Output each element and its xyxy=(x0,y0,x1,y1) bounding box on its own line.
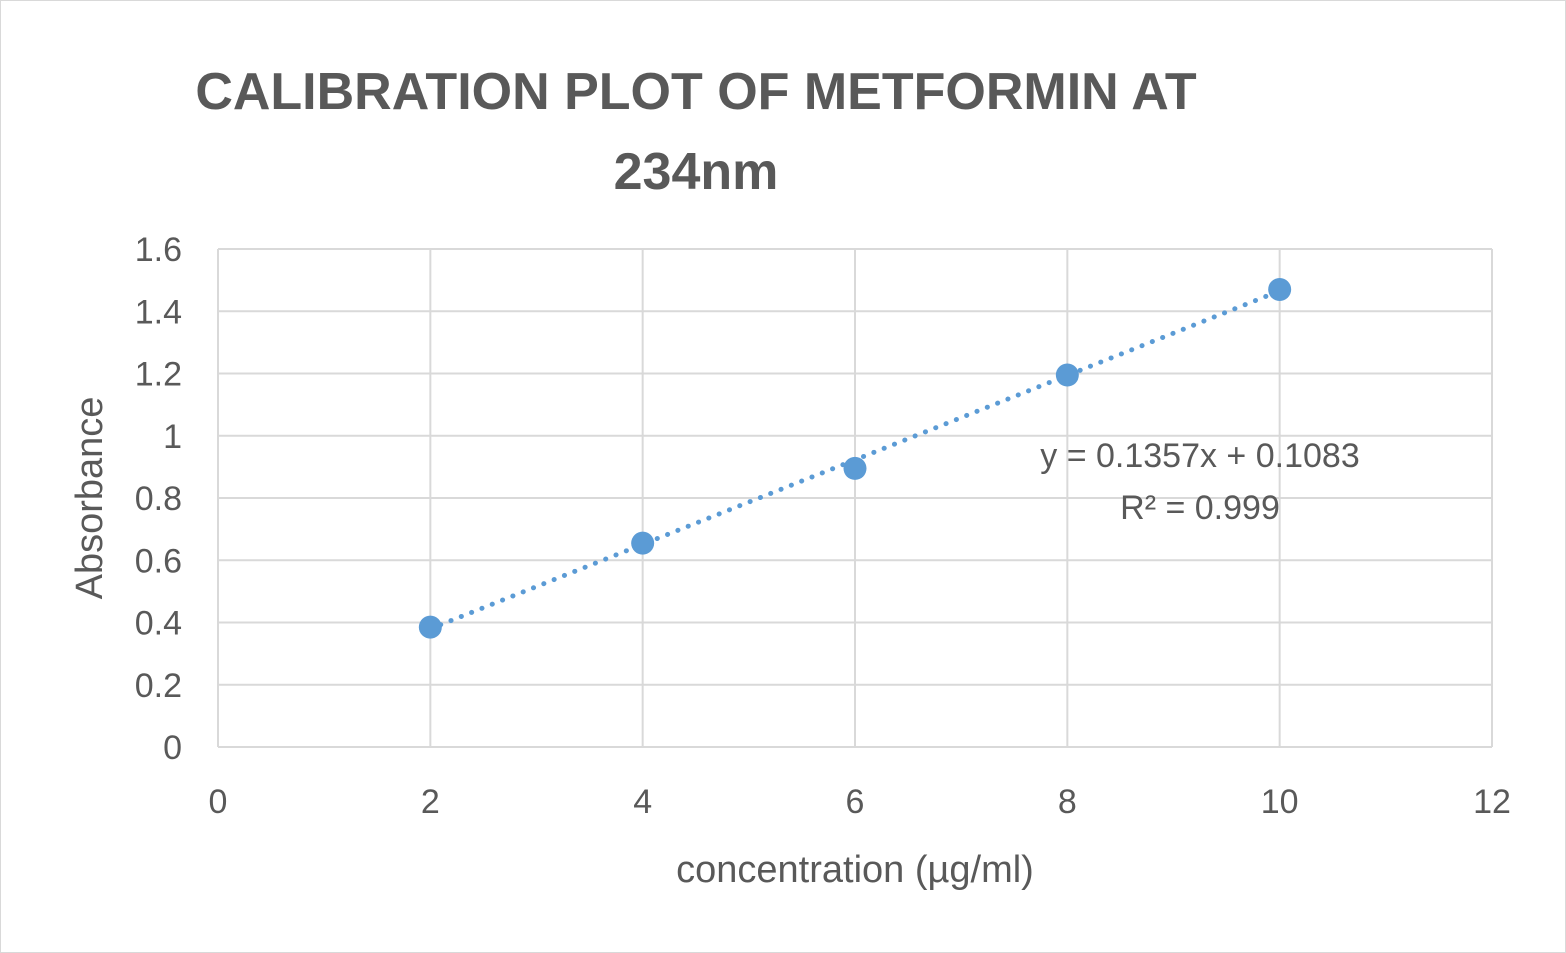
tick-label-layer: 0 0.2 0.4 0.6 0.8 1 1.2 1.4 1.6 0 2 4 6 8 10 12 xyxy=(135,231,1511,821)
x-tick-label: 4 xyxy=(633,783,652,821)
x-tick-label: 8 xyxy=(1058,783,1077,821)
data-point xyxy=(843,456,867,480)
y-tick-label: 1 xyxy=(163,418,182,456)
x-tick-label: 6 xyxy=(846,783,865,821)
y-tick-label: 0.4 xyxy=(135,605,182,643)
y-tick-label: 1.6 xyxy=(135,231,182,269)
grid-layer xyxy=(217,248,1493,748)
trendline-equation: y = 0.1357x + 0.1083 xyxy=(1040,437,1359,475)
y-tick-label: 0.2 xyxy=(135,667,182,705)
x-tick-label: 10 xyxy=(1261,783,1299,821)
data-point xyxy=(418,615,442,639)
chart-title-line-2: 234nm xyxy=(613,143,779,201)
trendline-r-squared: R² = 0.999 xyxy=(1120,489,1280,527)
y-tick-label: 0.6 xyxy=(135,542,182,580)
y-tick-label: 1.4 xyxy=(135,293,182,331)
chart-title: CALIBRATION PLOT OF METFORMIN AT 234nm xyxy=(140,52,1252,212)
data-point xyxy=(631,531,655,555)
y-tick-label: 0 xyxy=(163,729,182,767)
data-point-layer xyxy=(418,277,1292,639)
x-tick-label: 12 xyxy=(1473,783,1511,821)
y-tick-label: 1.2 xyxy=(135,356,182,394)
y-axis-title: Absorbance xyxy=(69,397,111,600)
data-point xyxy=(1268,277,1292,301)
x-tick-label: 2 xyxy=(421,783,440,821)
x-tick-label: 0 xyxy=(209,783,228,821)
y-tick-label: 0.8 xyxy=(135,480,182,518)
data-point xyxy=(1055,363,1079,387)
x-axis-title: concentration (µg/ml) xyxy=(676,849,1034,891)
chart-title-line-1: CALIBRATION PLOT OF METFORMIN AT xyxy=(195,63,1197,121)
